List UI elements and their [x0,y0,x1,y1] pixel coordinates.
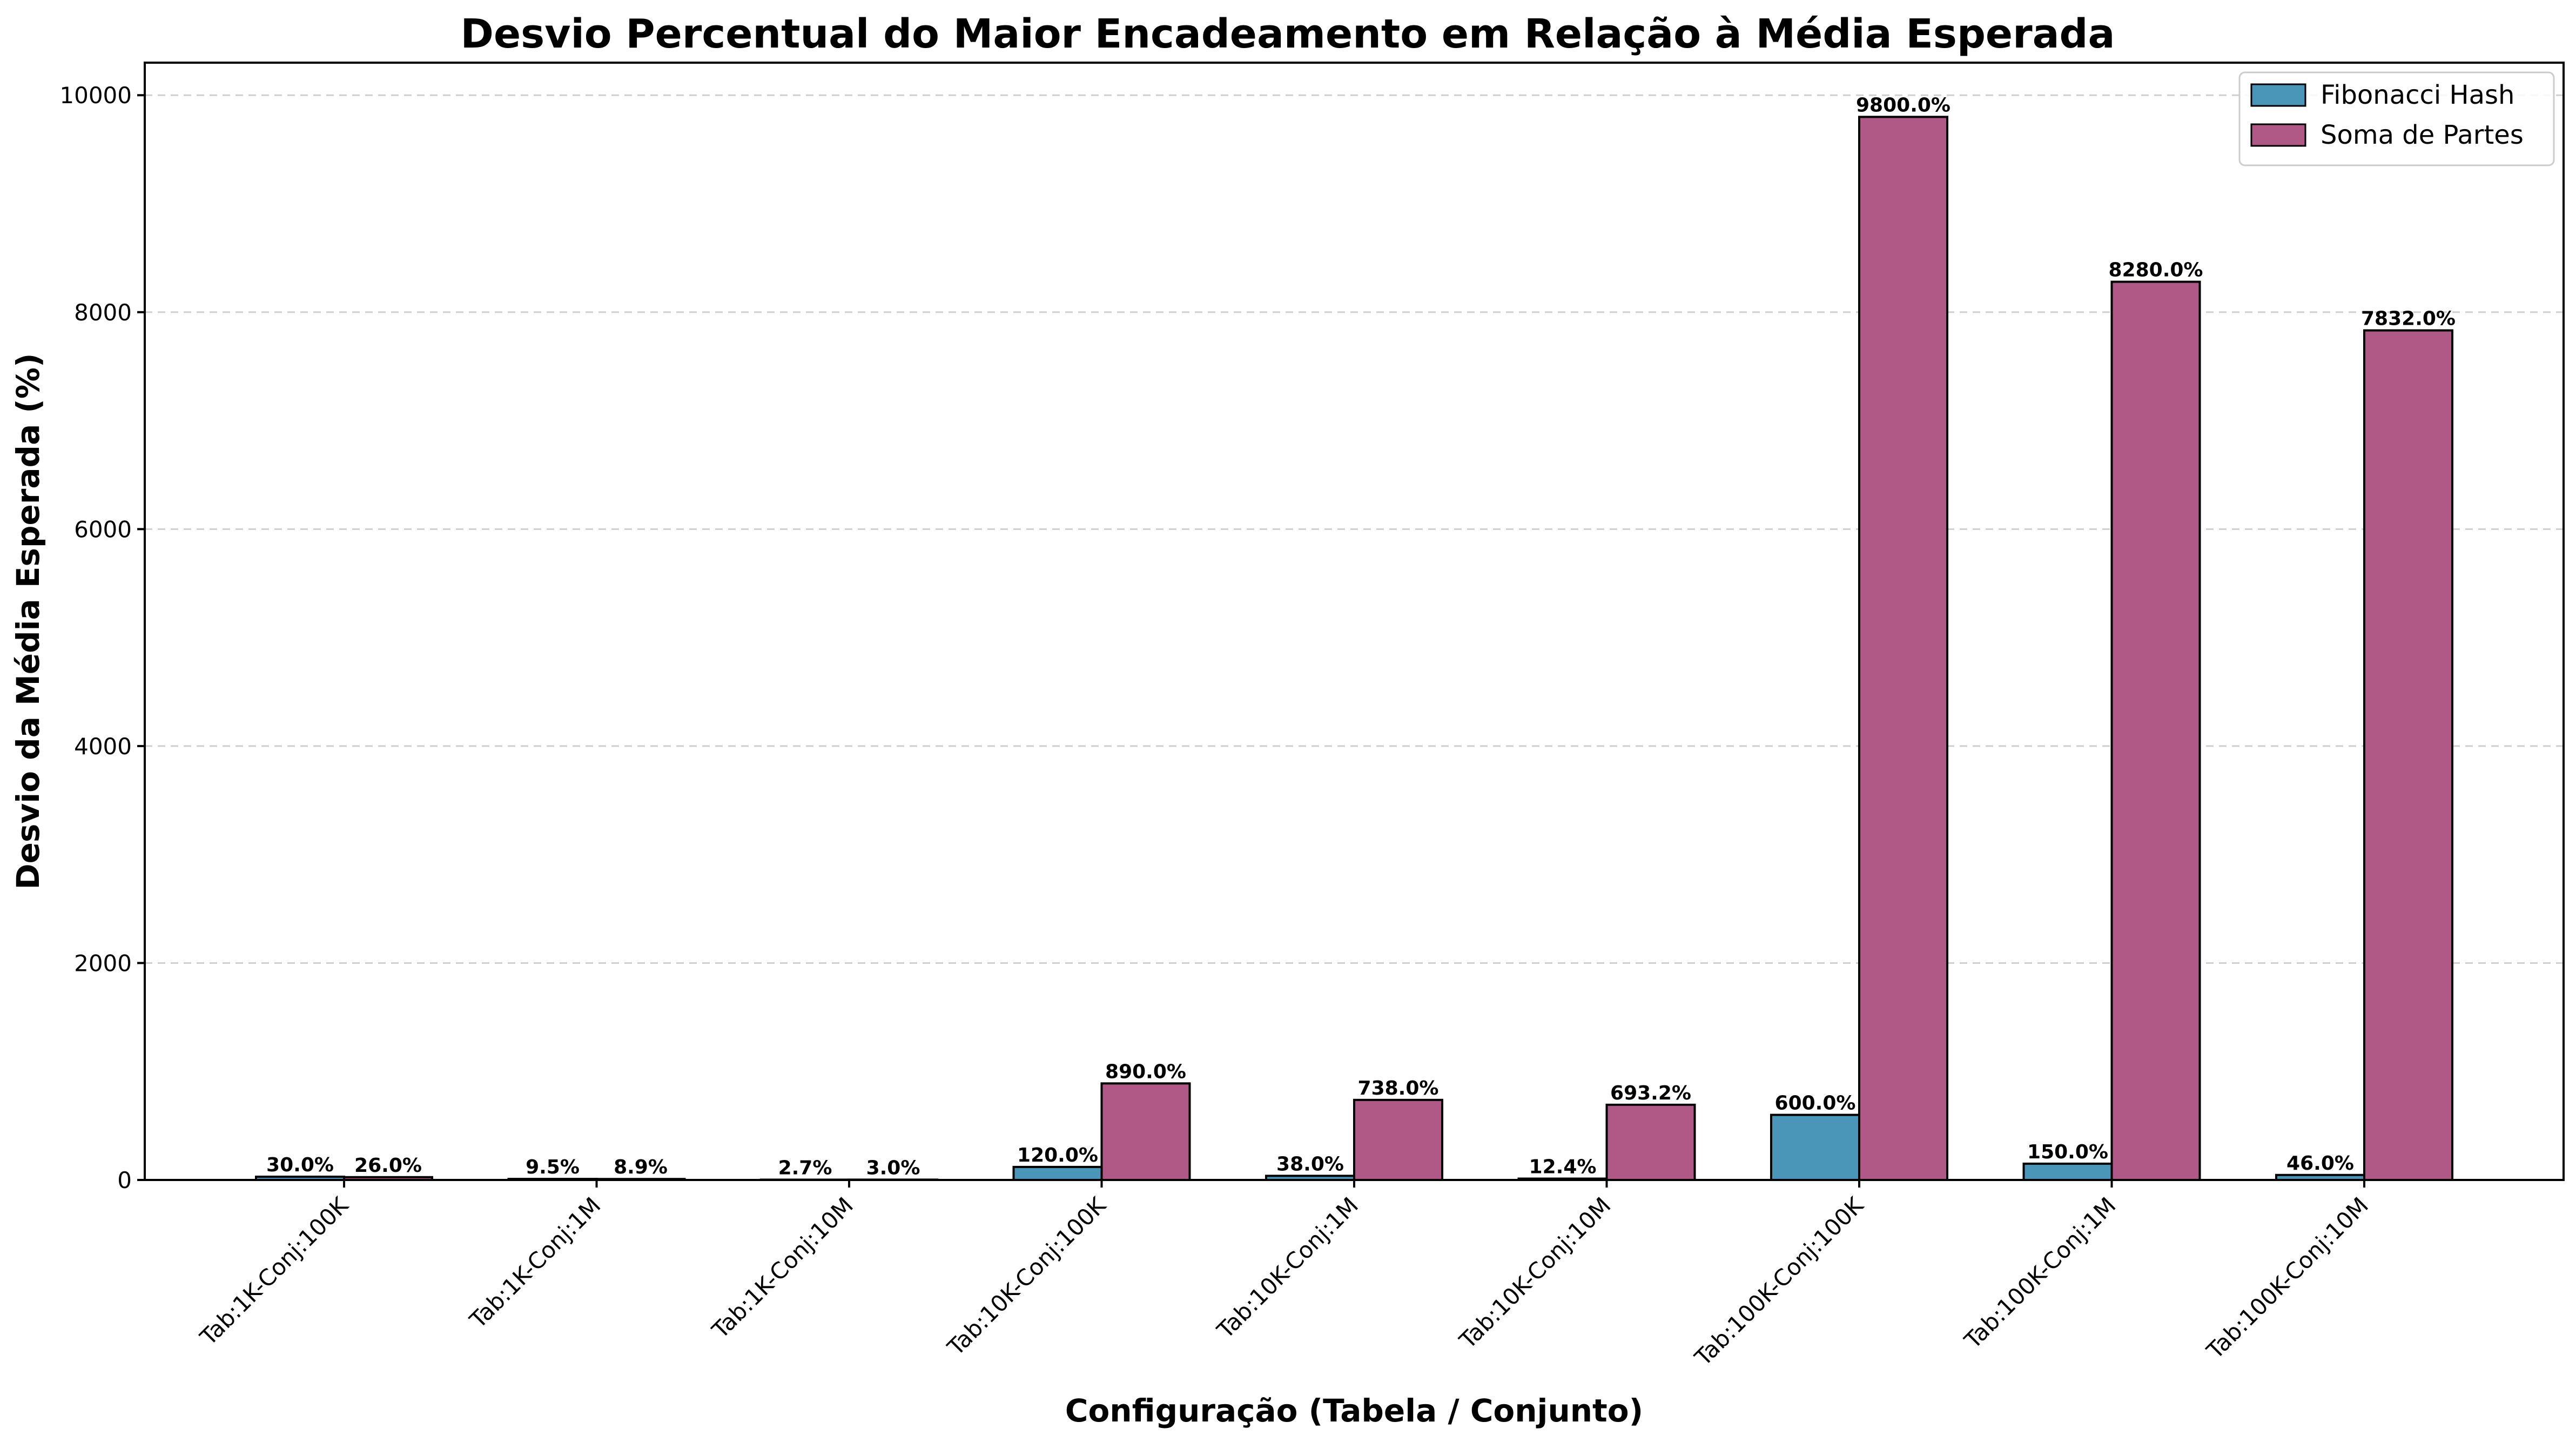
y-axis-label: Desvio da Média Esperada (%) [10,353,46,889]
x-tick-label: Tab:100K-Conj:100K [1690,1191,1869,1371]
data-label: 3.0% [866,1157,920,1179]
data-label: 738.0% [1358,1077,1439,1099]
data-label: 46.0% [2286,1152,2354,1175]
x-tick-label: Tab:1K-Conj:1M [464,1192,606,1333]
data-label: 2.7% [778,1157,832,1179]
legend-swatch [2250,123,2306,147]
soma-bar [1858,116,1948,1182]
soma-bar [1605,1103,1696,1181]
chart-title: Desvio Percentual do Maior Encadeamento … [461,11,2115,57]
legend-swatch [2250,83,2306,107]
fibonacci-bar [1770,1114,1860,1181]
legend-entry: Fibonacci Hash [2321,80,2514,110]
data-label: 7832.0% [2361,308,2456,330]
soma-bar [2110,280,2201,1181]
y-tick-label: 8000 [74,299,132,326]
data-label: 150.0% [2027,1141,2108,1163]
data-label: 120.0% [1017,1144,1098,1166]
fibonacci-bar [2022,1162,2113,1182]
y-tick-label: 10000 [59,82,132,109]
data-label: 8280.0% [2109,259,2203,281]
data-label: 693.2% [1610,1082,1691,1104]
data-label: 38.0% [1276,1153,1344,1175]
soma-bar [1100,1082,1191,1181]
x-tick-label: Tab:100K-Conj:10M [2201,1192,2373,1364]
legend-entry: Soma de Partes [2321,120,2524,150]
data-label: 8.9% [614,1156,668,1178]
legend-box [2238,71,2555,166]
y-tick-label: 2000 [74,950,132,976]
data-label: 9800.0% [1856,94,1951,116]
x-tick-label: Tab:1K-Conj:10M [707,1192,858,1344]
y-tick-label: 6000 [74,516,132,542]
soma-bar [2363,329,2453,1182]
x-tick-label: Tab:10K-Conj:1M [1212,1192,1363,1344]
x-axis-ticks: Tab:1K-Conj:100K Tab:1K-Conj:1M Tab:1K-Con… [194,1180,2373,1371]
x-tick-label: Tab:10K-Conj:100K [942,1191,1112,1361]
y-axis-ticks: 0 2000 4000 6000 8000 10000 [59,82,145,1193]
x-tick-label: Tab:100K-Conj:1M [1959,1192,2121,1354]
x-axis-label: Configuração (Tabela / Conjunto) [1065,1392,1643,1429]
y-tick-label: 4000 [74,733,132,760]
data-label: 26.0% [354,1155,422,1177]
x-tick-label: Tab:10K-Conj:10M [1454,1192,1616,1354]
y-tick-label: 0 [117,1167,132,1193]
fibonacci-bar [1012,1165,1103,1181]
data-label: 12.4% [1529,1156,1597,1178]
legend: Fibonacci Hash Soma de Partes [2238,71,2555,166]
data-label: 600.0% [1775,1092,1856,1115]
data-label: 30.0% [266,1154,334,1176]
data-label: 890.0% [1105,1061,1186,1083]
data-label: 9.5% [526,1156,580,1178]
soma-bar [1353,1098,1443,1181]
x-tick-label: Tab:1K-Conj:100K [194,1191,354,1351]
data-labels: 30.0% 9.5% 2.7% 120.0% 38.0% 12.4% 600.0% 150.0… [266,94,2456,1179]
